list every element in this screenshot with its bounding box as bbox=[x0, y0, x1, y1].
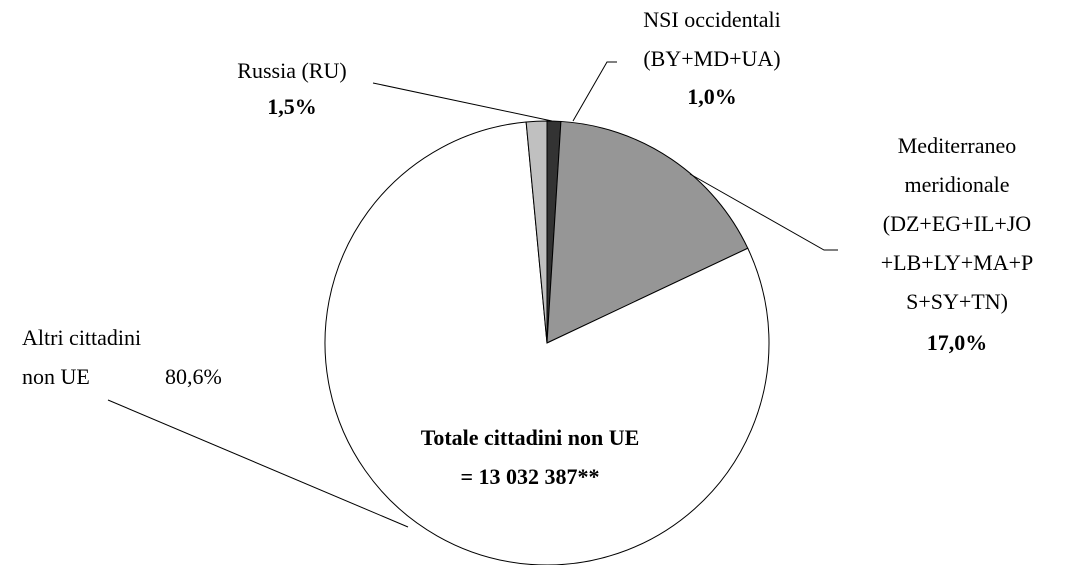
leader-line bbox=[107, 399, 409, 528]
total-annotation: Totale cittadini non UE = 13 032 387** bbox=[420, 425, 640, 489]
category-label: Altri cittadini non UE bbox=[22, 325, 142, 389]
pie-slice bbox=[546, 120, 749, 344]
value-label: 1,5% bbox=[267, 94, 317, 119]
category-label: Russia (RU) bbox=[237, 58, 347, 83]
category-label: NSI occidentali (BY+MD+UA) bbox=[643, 7, 781, 71]
pie-slice bbox=[525, 120, 548, 344]
category-label: Mediterraneo meridionale (DZ+EG+IL+JO +L… bbox=[880, 133, 1034, 314]
value-label: 17,0% bbox=[926, 330, 988, 355]
leader-line bbox=[689, 173, 838, 251]
pie-slice bbox=[324, 121, 770, 565]
value-label: 1,0% bbox=[687, 84, 737, 109]
leader-line bbox=[572, 61, 617, 122]
value-label: 80,6% bbox=[165, 364, 222, 389]
leader-line bbox=[372, 82, 553, 122]
